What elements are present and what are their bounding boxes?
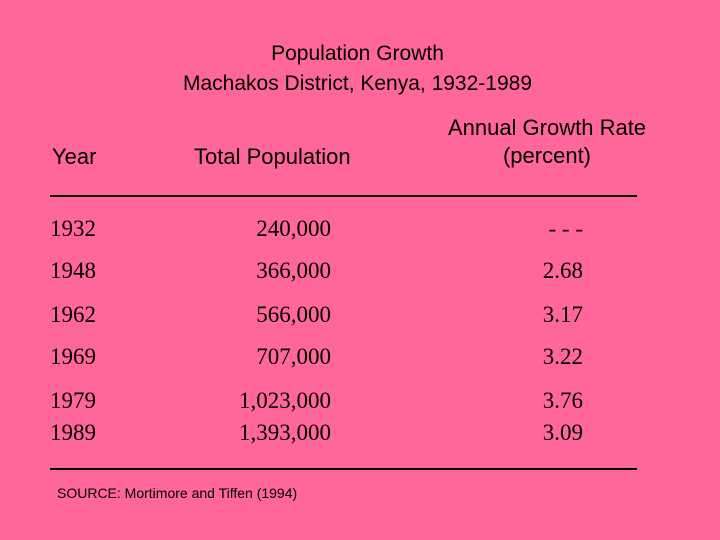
year-cell: 1989	[50, 420, 96, 445]
growth-rate-cell: 2.68	[542, 258, 583, 283]
growth-rate-cell: 3.76	[542, 388, 583, 413]
year-cell: 1969	[50, 344, 96, 369]
column-header-population: Total Population	[194, 144, 351, 169]
growth-rate-cell: 3.22	[542, 344, 583, 369]
population-cell: 1,393,000	[239, 420, 331, 445]
growth-rate-cell: - - -	[548, 216, 583, 241]
population-cell: 240,000	[256, 216, 331, 241]
population-cell: 566,000	[256, 302, 331, 327]
population-cell: 1,023,000	[239, 388, 331, 413]
year-cell: 1979	[50, 388, 96, 413]
column-header-growth-rate-line2: (percent)	[502, 143, 592, 168]
year-cell: 1962	[50, 302, 96, 327]
growth-rate-cell: 3.17	[542, 302, 583, 327]
column-header-growth-rate-line1: Annual Growth Rate	[447, 115, 647, 140]
column-header-growth-rate: Annual Growth Rate (percent)	[422, 114, 672, 170]
column-header-year: Year	[52, 144, 97, 169]
population-cell: 707,000	[256, 344, 331, 369]
slide-subtitle: Machakos District, Kenya, 1932-1989	[182, 72, 532, 95]
year-cell: 1948	[50, 258, 96, 283]
header-divider	[50, 195, 637, 197]
population-cell: 366,000	[256, 258, 331, 283]
growth-rate-cell: 3.09	[542, 420, 583, 445]
footer-divider	[50, 468, 637, 470]
source-note: SOURCE: Mortimore and Tiffen (1994)	[57, 485, 298, 501]
slide-title: Population Growth	[271, 42, 444, 65]
year-cell: 1932	[50, 216, 96, 241]
